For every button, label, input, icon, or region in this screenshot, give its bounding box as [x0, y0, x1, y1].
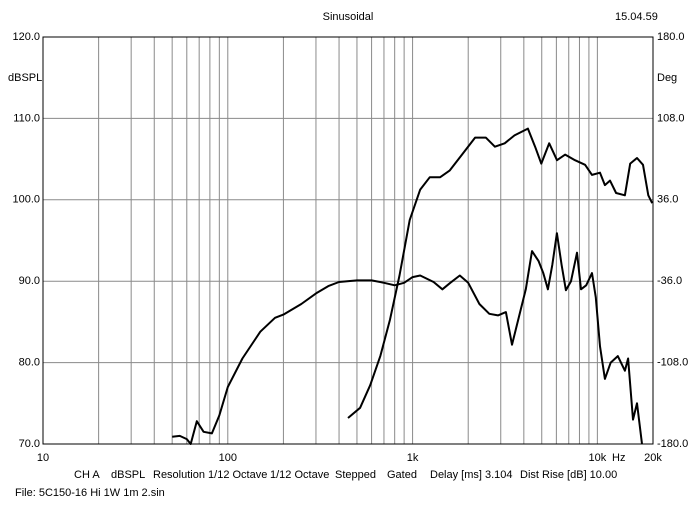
info-item: Delay [ms] 3.104 — [430, 469, 513, 481]
y-tick-label: 120.0 — [12, 31, 40, 43]
x-tick-label: 10 — [37, 452, 49, 464]
x-tick-label: 20k — [644, 452, 662, 464]
series-line — [347, 127, 654, 419]
timestamp: 15.04.59 — [615, 11, 658, 23]
y-tick-label: 100.0 — [12, 194, 40, 206]
y-axis-label: dBSPL — [8, 72, 42, 84]
y2-tick-label: 108.0 — [657, 112, 685, 124]
y-tick-label: 70.0 — [19, 438, 40, 450]
y2-tick-label: -108.0 — [657, 357, 688, 369]
info-item: 1/12 Octave — [270, 469, 329, 481]
y-tick-label: 80.0 — [19, 357, 40, 369]
file-name: File: 5C150-16 Hi 1W 1m 2.sin — [15, 487, 165, 499]
y2-tick-label: 36.0 — [657, 194, 678, 206]
y2-tick-label: -36.0 — [657, 275, 682, 287]
info-item: Stepped — [335, 469, 376, 481]
x-tick-label: 10k — [588, 452, 606, 464]
info-item: Resolution 1/12 Octave — [153, 469, 267, 481]
y-tick-label: 90.0 — [19, 275, 40, 287]
x-tick-label: 1k — [407, 452, 419, 464]
series-line — [172, 232, 643, 445]
info-item: CH A — [74, 469, 100, 481]
info-item: Dist Rise [dB] 10.00 — [520, 469, 617, 481]
info-item: Gated — [387, 469, 417, 481]
plot-border — [42, 36, 654, 445]
x-tick-label: 100 — [219, 452, 237, 464]
y2-tick-label: 180.0 — [657, 31, 685, 43]
y2-tick-label: -180.0 — [657, 438, 688, 450]
y-tick-label: 110.0 — [13, 112, 40, 124]
y2-axis-label: Deg — [657, 72, 677, 84]
chart-title: Sinusoidal — [323, 11, 374, 23]
info-item: dBSPL — [111, 469, 145, 481]
x-unit-label: Hz — [612, 452, 625, 464]
